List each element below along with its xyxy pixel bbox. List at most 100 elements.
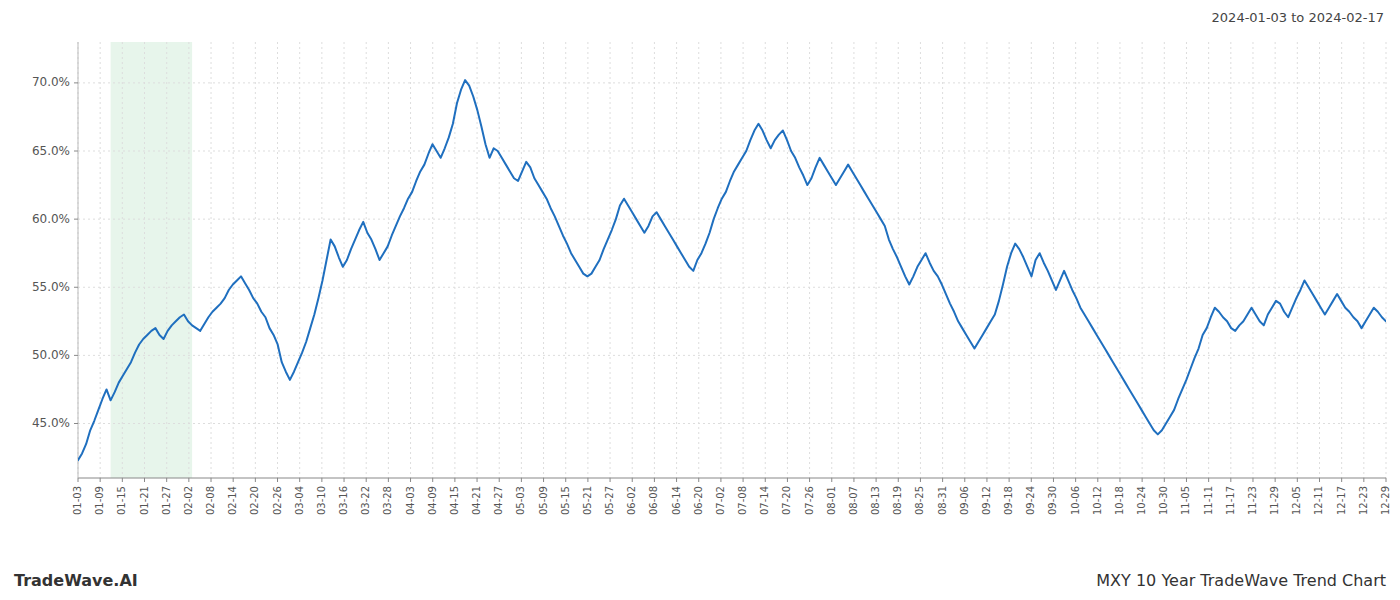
grid-line-x [543, 42, 544, 478]
grid-line-x [410, 42, 411, 478]
x-tick [1097, 478, 1098, 482]
grid-line-x [1252, 42, 1253, 478]
y-tick [74, 219, 78, 220]
x-tick [720, 478, 721, 482]
y-tick [74, 82, 78, 83]
grid-line-x [521, 42, 522, 478]
grid-line-x [1363, 42, 1364, 478]
x-tick [1341, 478, 1342, 482]
x-tick-label: 02-20 [249, 486, 260, 515]
grid-line-x [1097, 42, 1098, 478]
x-tick [233, 478, 234, 482]
grid-line-x [1275, 42, 1276, 478]
grid-line-x [1230, 42, 1231, 478]
x-tick-label: 11-05 [1180, 486, 1191, 515]
x-tick [698, 478, 699, 482]
grid-line-x [1119, 42, 1120, 478]
grid-line-x [144, 42, 145, 478]
x-tick-label: 03-28 [382, 486, 393, 515]
grid-line-x [1341, 42, 1342, 478]
x-tick [100, 478, 101, 482]
line-layer [78, 80, 1386, 460]
x-tick-label: 10-24 [1136, 486, 1147, 515]
x-tick-label: 09-30 [1047, 486, 1058, 515]
x-tick [853, 478, 854, 482]
grid-line-y [78, 151, 1386, 152]
grid-line-x [321, 42, 322, 478]
x-tick [499, 478, 500, 482]
x-axis: 01-0301-0901-1501-2101-2702-0202-0802-14… [72, 478, 1391, 515]
y-tick [74, 423, 78, 424]
x-tick-label: 12-17 [1336, 486, 1347, 515]
x-tick [1164, 478, 1165, 482]
x-tick-label: 11-23 [1247, 486, 1258, 515]
x-tick-label: 03-16 [338, 486, 349, 515]
x-tick-label: 08-01 [826, 486, 837, 515]
x-tick [587, 478, 588, 482]
grid-line-x [809, 42, 810, 478]
grid-line-x [122, 42, 123, 478]
x-tick-label: 05-15 [560, 486, 571, 515]
x-tick [898, 478, 899, 482]
x-tick [321, 478, 322, 482]
x-tick [1275, 478, 1276, 482]
x-tick [277, 478, 278, 482]
x-tick [255, 478, 256, 482]
grid-line-x [1297, 42, 1298, 478]
x-tick-label: 04-27 [493, 486, 504, 515]
x-tick-label: 05-03 [515, 486, 526, 515]
x-tick-label: 09-24 [1025, 486, 1036, 515]
grid-line-x [255, 42, 256, 478]
grid-line-x [632, 42, 633, 478]
chart: 45.0%50.0%55.0%60.0%65.0%70.0%01-0301-09… [0, 0, 1400, 600]
grid-line-x [366, 42, 367, 478]
x-tick-label: 08-13 [870, 486, 881, 515]
x-tick-label: 04-09 [427, 486, 438, 515]
x-tick [1363, 478, 1364, 482]
grid-line-x [1386, 42, 1387, 478]
x-tick [122, 478, 123, 482]
x-tick [1386, 478, 1387, 482]
grid-line-y [78, 287, 1386, 288]
grid-line-x [1031, 42, 1032, 478]
grid-line-x [720, 42, 721, 478]
subtitle: 2024-01-03 to 2024-02-17 [1212, 10, 1384, 25]
x-tick [986, 478, 987, 482]
x-tick [743, 478, 744, 482]
x-tick-label: 11-11 [1203, 486, 1214, 515]
title: MXY 10 Year TradeWave Trend Chart [1096, 571, 1386, 590]
x-tick [1009, 478, 1010, 482]
x-tick-label: 03-22 [360, 486, 371, 515]
grid-line-x [166, 42, 167, 478]
x-tick-label: 12-05 [1291, 486, 1302, 515]
y-tick [74, 151, 78, 152]
grid-line-x [765, 42, 766, 478]
x-tick [78, 478, 79, 482]
x-tick-label: 08-19 [892, 486, 903, 515]
grid-line-x [188, 42, 189, 478]
grid-line-x [565, 42, 566, 478]
x-tick-label: 10-12 [1092, 486, 1103, 515]
grid-line-x [432, 42, 433, 478]
x-tick [942, 478, 943, 482]
x-tick-label: 04-15 [449, 486, 460, 515]
x-tick [454, 478, 455, 482]
x-tick-label: 10-18 [1114, 486, 1125, 515]
x-tick [299, 478, 300, 482]
x-tick [543, 478, 544, 482]
x-tick-label: 06-08 [648, 486, 659, 515]
x-tick-label: 06-02 [626, 486, 637, 515]
x-tick-label: 06-14 [671, 486, 682, 515]
x-tick-label: 01-27 [161, 486, 172, 515]
x-tick [211, 478, 212, 482]
x-tick [610, 478, 611, 482]
x-tick [1142, 478, 1143, 482]
x-tick-label: 03-10 [316, 486, 327, 515]
highlight-region [111, 42, 192, 478]
x-tick [388, 478, 389, 482]
x-tick-label: 07-14 [759, 486, 770, 515]
x-tick-label: 12-23 [1358, 486, 1369, 515]
grid-line-x [654, 42, 655, 478]
y-axis-line [78, 42, 79, 478]
x-tick [920, 478, 921, 482]
